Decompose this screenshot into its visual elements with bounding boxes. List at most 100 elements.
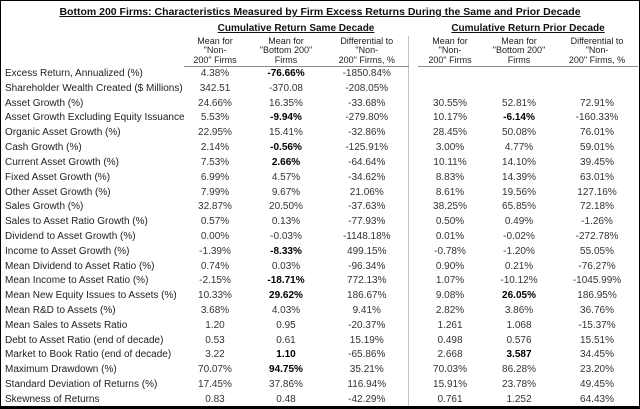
cell: 72.18% — [580, 201, 614, 213]
cell: 55.05% — [580, 245, 614, 257]
row-label: Maximum Drawdown (%) — [5, 364, 117, 376]
cell: 64.43% — [580, 393, 614, 405]
row-label: Current Asset Growth (%) — [5, 156, 119, 168]
cell: -1.20% — [503, 245, 535, 257]
data-table: Cumulative Return Same Decade Cumulative… — [2, 21, 639, 406]
cell: 9.41% — [352, 305, 381, 316]
cell: 15.19% — [349, 334, 384, 346]
cell: 342.51 — [199, 82, 231, 94]
cell: -20.37% — [348, 319, 386, 331]
cell: 23.20% — [580, 364, 614, 376]
cell: 15.41% — [269, 127, 303, 139]
cell: 186.95% — [577, 290, 617, 302]
cell: 3.00% — [435, 142, 465, 154]
section-divider — [407, 141, 419, 156]
row-label: Mean Dividend to Asset Ratio (%) — [5, 260, 155, 272]
section-divider — [407, 363, 419, 379]
row-label: Organic Asset Growth (%) — [5, 127, 121, 139]
table-row: Excess Return, Annualized (%) 4.38% -76.… — [2, 66, 638, 82]
cell: -76.66% — [267, 68, 305, 79]
row-label: Debt to Asset Ratio (end of decade) — [5, 334, 164, 346]
cell: 6.99% — [200, 171, 230, 183]
cell: 16.35% — [269, 97, 303, 109]
cell: -1045.99% — [572, 275, 622, 287]
cell: -18.71% — [267, 275, 305, 287]
cell: -6.14% — [503, 112, 535, 124]
table-title: Bottom 200 Firms: Characteristics Measur… — [59, 6, 581, 18]
table-row: Skewness of Returns 0.83 0.48 -42.29% 0.… — [2, 392, 638, 406]
cell: -0.56% — [270, 142, 302, 154]
cell: 37.86% — [269, 379, 303, 391]
cell: 38.25% — [433, 201, 467, 213]
col-header-prior-non200-mean: Mean for "Non- 200" Firms — [418, 36, 483, 67]
section-divider — [407, 259, 419, 275]
cell: -33.68% — [348, 97, 386, 109]
section-divider — [407, 170, 419, 186]
cell: 0.00% — [200, 230, 230, 242]
cell: 19.56% — [502, 186, 536, 198]
table-row: Mean Sales to Assets Ratio 1.20 0.95 -20… — [2, 318, 638, 334]
cell: -64.64% — [348, 156, 386, 168]
cell: 17.45% — [198, 379, 232, 391]
cell: 65.85% — [502, 201, 536, 213]
row-label: Asset Growth Excluding Equity Issuance (… — [5, 112, 184, 124]
cell: 50.08% — [502, 127, 536, 139]
cell: -0.02% — [503, 230, 535, 242]
cell: 21.06% — [349, 186, 384, 198]
cell: -208.05% — [345, 82, 389, 94]
cell: -125.91% — [345, 142, 389, 154]
cell: 10.33% — [198, 290, 232, 302]
cell: 29.62% — [269, 290, 303, 302]
table-row: Mean R&D to Assets (%) 3.68% 4.03% 9.41%… — [2, 304, 638, 319]
cell — [556, 82, 638, 97]
cell: 32.87% — [198, 201, 232, 213]
table-row: Fixed Asset Growth (%) 6.99% 4.57% -34.6… — [2, 170, 638, 186]
cell: 36.76% — [580, 305, 614, 316]
column-header-row: Mean for "Non- 200" Firms Mean for "Bott… — [2, 36, 639, 67]
corner-cell — [2, 21, 184, 36]
cell: -10.12% — [500, 275, 538, 287]
cell: 10.17% — [433, 112, 467, 124]
cell: 0.21% — [504, 260, 534, 272]
cell: -0.03% — [270, 230, 302, 242]
cell: 63.01% — [580, 171, 614, 183]
table-row: Mean Income to Asset Ratio (%) -2.15% -1… — [2, 274, 638, 290]
section-divider — [407, 244, 419, 260]
cell: 3.587 — [506, 349, 532, 361]
cell: -279.80% — [345, 112, 389, 124]
row-label: Fixed Asset Growth (%) — [5, 171, 111, 183]
cell: 0.83 — [205, 393, 225, 405]
cell: -96.34% — [348, 260, 386, 272]
cell: -0.78% — [434, 245, 466, 257]
cell: 0.90% — [435, 260, 465, 272]
section-divider — [407, 392, 419, 406]
section-divider — [407, 66, 419, 82]
cell: 772.13% — [347, 275, 387, 287]
cell: 52.81% — [502, 97, 536, 109]
cell: -370.08 — [269, 82, 303, 94]
cell: 1.20 — [205, 319, 225, 331]
row-label: Mean Income to Asset Ratio (%) — [5, 275, 149, 287]
cell: 23.78% — [502, 379, 536, 391]
row-label: Income to Asset Growth (%) — [5, 245, 130, 257]
cell: 2.66% — [271, 156, 301, 168]
table-row: Cash Growth (%) 2.14% -0.56% -125.91% 3.… — [2, 141, 638, 156]
cell: 8.83% — [435, 171, 465, 183]
row-label: Excess Return, Annualized (%) — [5, 67, 143, 79]
cell: -32.86% — [348, 127, 386, 139]
cell: 1.252 — [506, 393, 532, 405]
cell: 7.99% — [200, 186, 230, 198]
row-label: Skewness of Returns — [5, 393, 100, 405]
cell: 2.668 — [437, 349, 463, 361]
section-divider — [407, 289, 419, 304]
cell: -76.27% — [578, 260, 616, 272]
cell: -272.78% — [575, 230, 619, 242]
section-divider — [407, 36, 419, 67]
cell: 8.61% — [435, 186, 465, 198]
section-divider — [407, 96, 419, 112]
cell — [418, 67, 482, 82]
table-row: Dividend to Asset Growth (%) 0.00% -0.03… — [2, 229, 638, 245]
col-header-same-bottom200-mean: Mean for "Bottom 200" Firms — [246, 36, 326, 67]
cell: 20.50% — [269, 201, 303, 213]
